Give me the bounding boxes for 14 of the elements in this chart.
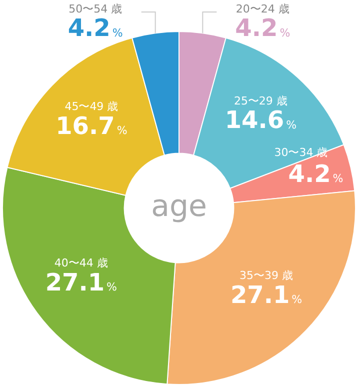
slice-label: 25〜29 歳 [234, 94, 288, 108]
slice-label: 35〜39 歳 [240, 269, 294, 282]
data-label: 27.1% [230, 280, 302, 309]
data-label: 4.2% [288, 160, 344, 188]
slice-label: 50〜54 歳 [68, 2, 122, 16]
slice-label: 20〜24 歳 [236, 2, 290, 16]
data-label: 4.2% [68, 14, 123, 42]
data-label: 14.6% [224, 106, 297, 134]
data-label: 27.1% [45, 268, 117, 296]
slice-label: 45〜49 歳 [64, 100, 118, 113]
data-label: 16.7% [56, 112, 128, 140]
slice-label: 40〜44 歳 [54, 256, 108, 270]
data-label: 4.2% [235, 14, 290, 42]
text: age [151, 188, 207, 224]
